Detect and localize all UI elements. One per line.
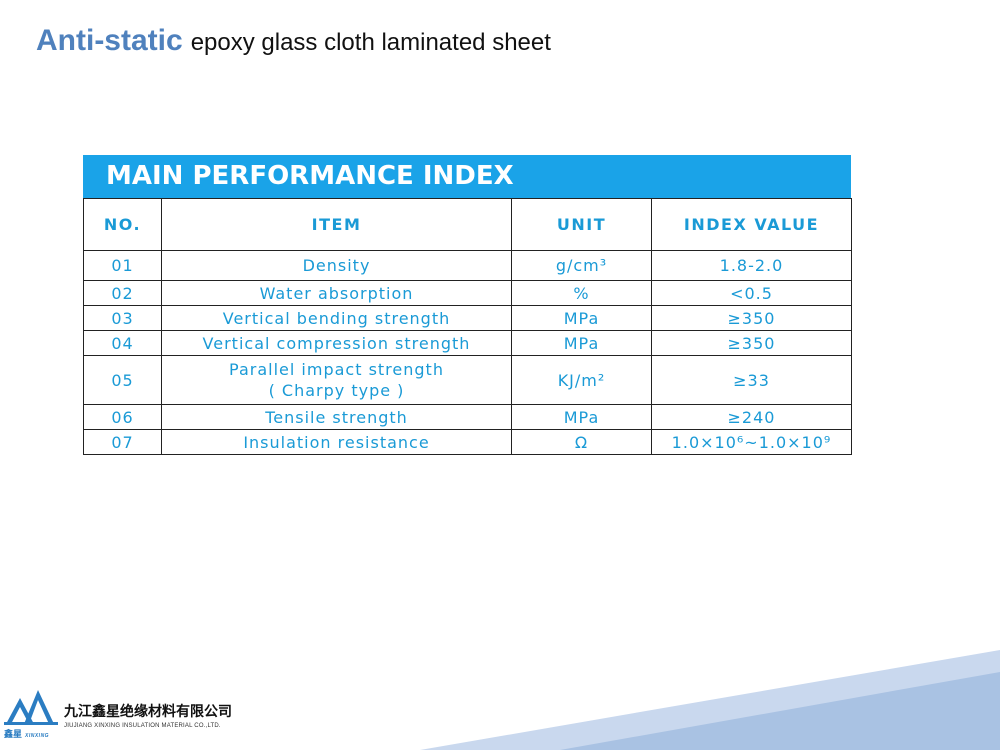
cell-value: ≥240	[651, 404, 852, 430]
performance-table: NO. ITEM UNIT INDEX VALUE 01 Density g/c…	[83, 198, 852, 455]
cell-value: <0.5	[651, 280, 852, 306]
cell-unit: KJ/m²	[511, 355, 652, 405]
table-row: 05 Parallel impact strength ( Charpy typ…	[83, 355, 852, 405]
company-name-en: JIUJIANG XINXING INSULATION MATERIAL CO.…	[64, 723, 221, 729]
decorative-stripe	[420, 650, 1000, 750]
slide-title: Anti-static epoxy glass cloth laminated s…	[36, 24, 551, 58]
column-header-no: NO.	[83, 198, 162, 251]
cell-item: Tensile strength	[161, 404, 512, 430]
cell-item: Insulation resistance	[161, 429, 512, 455]
cell-item: Vertical bending strength	[161, 305, 512, 331]
logo-mark-en: XINXING	[25, 733, 50, 739]
company-logo: 鑫星 XINXING 九江鑫星绝缘材料有限公司 JIUJIANG XINXING …	[4, 686, 254, 746]
company-name-cn: 九江鑫星绝缘材料有限公司	[64, 703, 232, 719]
cell-item: Parallel impact strength ( Charpy type )	[161, 355, 512, 405]
cell-no: 02	[83, 280, 162, 306]
panel-header: MAIN PERFORMANCE INDEX	[83, 155, 851, 198]
cell-value: 1.0×10⁶~1.0×10⁹	[651, 429, 852, 455]
column-header-value: INDEX VALUE	[651, 198, 852, 251]
logo-mark-text: 鑫星 XINXING	[4, 727, 49, 740]
table-header-row: NO. ITEM UNIT INDEX VALUE	[83, 198, 852, 251]
cell-no: 03	[83, 305, 162, 331]
table-row: 07 Insulation resistance Ω 1.0×10⁶~1.0×1…	[83, 429, 852, 455]
cell-unit: MPa	[511, 330, 652, 356]
title-highlight: Anti-static	[36, 24, 183, 57]
table-row: 06 Tensile strength MPa ≥240	[83, 404, 852, 430]
cell-value: ≥350	[651, 305, 852, 331]
cell-unit: Ω	[511, 429, 652, 455]
logo-mark-cn: 鑫星	[4, 729, 23, 739]
cell-value: ≥33	[651, 355, 852, 405]
cell-item-line2: ( Charpy type )	[268, 381, 405, 400]
cell-unit: g/cm³	[511, 250, 652, 281]
cell-unit: MPa	[511, 305, 652, 331]
company-logo-mark-icon	[4, 690, 58, 725]
column-header-item: ITEM	[161, 198, 512, 251]
cell-item: Water absorption	[161, 280, 512, 306]
table-row: 04 Vertical compression strength MPa ≥35…	[83, 330, 852, 356]
cell-item-line1: Parallel impact strength	[229, 360, 444, 379]
cell-item: Density	[161, 250, 512, 281]
cell-value: ≥350	[651, 330, 852, 356]
cell-no: 07	[83, 429, 162, 455]
cell-unit: %	[511, 280, 652, 306]
table-row: 02 Water absorption % <0.5	[83, 280, 852, 306]
title-rest: epoxy glass cloth laminated sheet	[190, 29, 551, 56]
cell-no: 05	[83, 355, 162, 405]
column-header-unit: UNIT	[511, 198, 652, 251]
cell-item: Vertical compression strength	[161, 330, 512, 356]
table-row: 01 Density g/cm³ 1.8-2.0	[83, 250, 852, 281]
cell-no: 04	[83, 330, 162, 356]
cell-no: 01	[83, 250, 162, 281]
cell-value: 1.8-2.0	[651, 250, 852, 281]
cell-no: 06	[83, 404, 162, 430]
table-row: 03 Vertical bending strength MPa ≥350	[83, 305, 852, 331]
cell-unit: MPa	[511, 404, 652, 430]
performance-panel: MAIN PERFORMANCE INDEX NO. ITEM UNIT IND…	[83, 155, 852, 455]
